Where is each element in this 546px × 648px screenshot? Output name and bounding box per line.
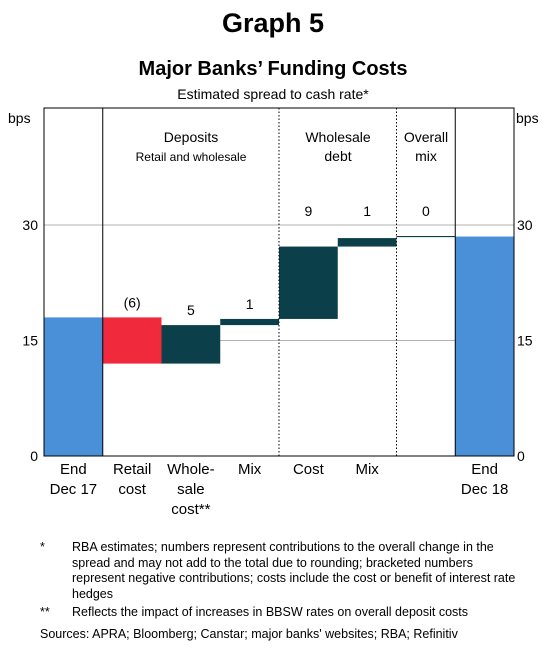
group-header-deposits: Deposits Retail and wholesale xyxy=(136,129,247,164)
value-label: 1 xyxy=(363,203,371,219)
plot-frame xyxy=(43,107,515,457)
bar-endpoint-7 xyxy=(455,236,514,456)
chart-subtitle: Estimated spread to cash rate* xyxy=(177,86,369,102)
group-header-wholesale-debt: Wholesale debt xyxy=(305,129,371,164)
value-label: 0 xyxy=(422,203,430,219)
bar-increase-4 xyxy=(279,246,338,319)
svg-text:Overall: Overall xyxy=(404,129,448,145)
footnote-text: RBA estimates; numbers represent contrib… xyxy=(72,540,516,601)
footnote-2: ** Reflects the impact of increases in B… xyxy=(40,605,520,621)
graph-label: Graph 5 xyxy=(221,8,325,38)
bar-endpoint-0 xyxy=(44,317,103,456)
x-tick-label: cost** xyxy=(171,501,210,518)
bars xyxy=(44,235,514,456)
x-tick-label: End xyxy=(60,461,87,478)
x-tick-label: Mix xyxy=(355,461,379,478)
x-tick-label: Whole- xyxy=(167,461,215,478)
svg-text:Deposits: Deposits xyxy=(164,129,218,145)
group-separators xyxy=(102,108,456,456)
x-tick-label: End xyxy=(471,461,498,478)
y-tick-label-left: 15 xyxy=(22,333,38,349)
value-label: 5 xyxy=(187,302,195,318)
value-label: (6) xyxy=(124,294,141,310)
bar-increase-5 xyxy=(337,238,397,247)
y-tick-label-left: 0 xyxy=(30,448,38,464)
svg-text:mix: mix xyxy=(415,148,437,164)
x-tick-label: Dec 17 xyxy=(50,481,98,498)
x-tick-label: cost xyxy=(118,481,146,498)
y-tick-label-left: 30 xyxy=(22,217,38,233)
svg-text:Wholesale: Wholesale xyxy=(305,129,371,145)
footnote-text: Reflects the impact of increases in BBSW… xyxy=(72,605,469,619)
bar-decrease-1 xyxy=(102,317,162,364)
footnote-mark: * xyxy=(40,540,45,554)
y-axis-label-right: bps xyxy=(516,110,539,126)
sources: Sources: APRA; Bloomberg; Canstar; major… xyxy=(40,626,458,641)
y-tick-label-right: 15 xyxy=(517,333,533,349)
x-tick-label: Dec 18 xyxy=(461,481,509,498)
x-tick-label: Mix xyxy=(238,461,262,478)
bar-increase-2 xyxy=(161,325,221,364)
value-labels: (6) 5 1 9 1 0 xyxy=(124,203,430,318)
footnote-1: * RBA estimates; numbers represent contr… xyxy=(40,540,520,602)
y-axis-label-left: bps xyxy=(8,110,31,126)
svg-text:debt: debt xyxy=(324,148,351,164)
chart-title: Major Banks’ Funding Costs xyxy=(138,58,408,80)
x-tick-label: Retail xyxy=(113,461,151,478)
value-label: 1 xyxy=(246,296,254,312)
group-header-overall-mix: Overall mix xyxy=(404,129,448,164)
category-labels: End Dec 17 Retail cost Whole-sale cost** Mix Co… xyxy=(50,461,509,518)
footnotes: * RBA estimates; numbers represent contr… xyxy=(40,540,520,642)
value-label: 9 xyxy=(304,203,312,219)
x-tick-label: sale xyxy=(177,481,205,498)
x-tick-label: Cost xyxy=(293,461,325,478)
bar-increase-3 xyxy=(220,318,279,326)
y-tick-label-right: 0 xyxy=(517,448,525,464)
footnote-mark: ** xyxy=(40,605,50,619)
y-tick-label-right: 30 xyxy=(517,217,533,233)
svg-text:Retail and wholesale: Retail and wholesale xyxy=(136,150,247,164)
